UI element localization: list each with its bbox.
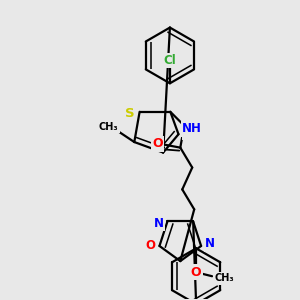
Text: N: N	[205, 238, 215, 250]
Text: O: O	[152, 137, 163, 150]
Text: O: O	[191, 266, 202, 279]
Text: CH₃: CH₃	[214, 273, 234, 283]
Text: CH₃: CH₃	[99, 122, 118, 132]
Text: NH: NH	[182, 122, 202, 135]
Text: Cl: Cl	[164, 54, 176, 67]
Text: N: N	[154, 217, 164, 230]
Text: S: S	[125, 107, 134, 120]
Text: N: N	[184, 126, 194, 139]
Text: O: O	[146, 239, 155, 253]
